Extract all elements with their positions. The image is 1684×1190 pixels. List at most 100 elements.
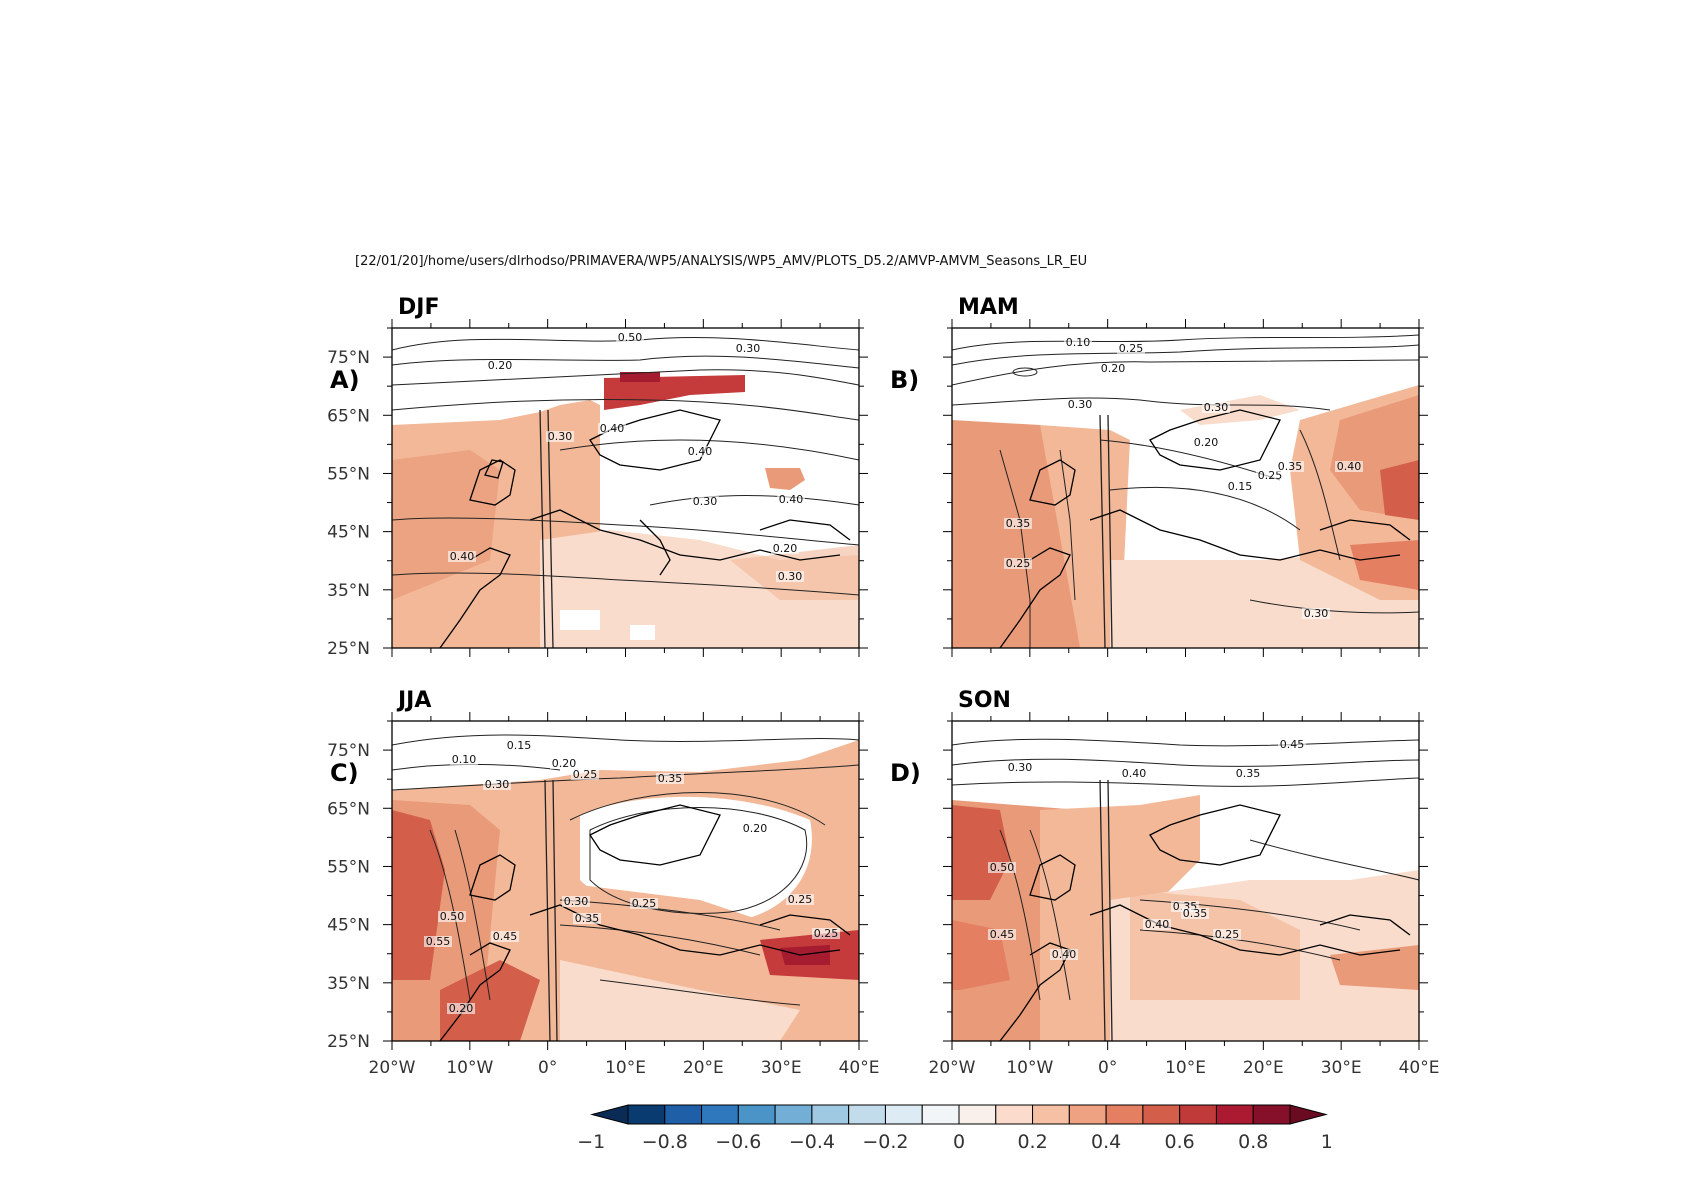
contour-label: 0.40 — [450, 550, 475, 563]
lat-tick-label: 25°N — [327, 1032, 370, 1052]
contour-label: 0.50 — [618, 331, 643, 344]
lon-tick-label: 0° — [1098, 1058, 1117, 1078]
contour-label: 0.35 — [1183, 907, 1208, 920]
contour-label-bg — [1006, 762, 1034, 773]
contour-label-bg — [656, 773, 684, 784]
contour-label-bg — [1234, 768, 1262, 779]
contour-label: 0.35 — [658, 772, 683, 785]
lon-tick-label: 0° — [538, 1058, 557, 1078]
panel-d-season: SON — [958, 688, 1011, 713]
panel-d-fill — [952, 721, 1419, 1041]
contour-label: 0.35 — [1278, 460, 1303, 473]
colorbar-tick-label: 1 — [1321, 1131, 1333, 1153]
panel-d-ticks — [943, 712, 1428, 1050]
contour-label-bg — [1202, 402, 1230, 413]
contour-label-bg — [1050, 949, 1078, 960]
contour-label-bg — [598, 423, 626, 434]
contour-label: 0.30 — [1304, 607, 1329, 620]
panel-d-coastlines — [999, 804, 1411, 1041]
panel-a-label: A) — [330, 366, 360, 394]
colorbar-bin — [995, 1104, 1034, 1125]
colorbar-bin — [1068, 1104, 1107, 1125]
contour-label: 0.30 — [1008, 761, 1033, 774]
lon-tick-label: 10°W — [1006, 1058, 1053, 1078]
contour-label: 0.40 — [688, 445, 713, 458]
lat-tick-label: 75°N — [327, 348, 370, 368]
panel-b — [943, 319, 1428, 657]
colorbar: −1 −0.8 −0.6 −0.4 −0.2 0 0.2 0.4 0.6 0.8 1 — [577, 1104, 1333, 1153]
contour-label: 0.25 — [1258, 469, 1283, 482]
colorbar-bin — [884, 1104, 923, 1125]
contour-label: 0.40 — [1122, 767, 1147, 780]
contour-label-bg — [1099, 363, 1127, 374]
contour-label: 0.15 — [1228, 480, 1253, 493]
lat-tick-label: 35°N — [327, 974, 370, 994]
contour-label-bg — [424, 936, 452, 947]
panel-c-label: C) — [330, 759, 359, 787]
colorbar-bin — [1105, 1104, 1144, 1125]
contour-label: 0.40 — [1052, 948, 1077, 961]
lat-tick-label: 35°N — [327, 581, 370, 601]
lon-tick-label: 10°E — [1165, 1058, 1206, 1078]
colorbar-bin — [701, 1104, 739, 1125]
contour-label: 0.25 — [573, 768, 598, 781]
contour-label-bg — [1213, 929, 1241, 940]
contour-label-bg — [1335, 461, 1363, 472]
contour-label-bg — [691, 496, 719, 507]
contour-label: 0.20 — [552, 757, 577, 770]
contour-label: 0.40 — [779, 493, 804, 506]
colorbar-bin — [958, 1104, 997, 1125]
contour-label: 0.25 — [814, 927, 839, 940]
lon-tick-label: 20°E — [683, 1058, 724, 1078]
colorbar-tick-label: −0.4 — [789, 1131, 835, 1153]
contour-label: 0.40 — [600, 422, 625, 435]
contour-label-bg — [483, 779, 511, 790]
panel-a — [383, 319, 868, 657]
contour-label-bg — [573, 913, 601, 924]
contour-label: 0.20 — [773, 542, 798, 555]
contour-label: 0.25 — [1119, 342, 1144, 355]
lon-tick-label: 30°E — [761, 1058, 802, 1078]
lon-tick-label: 40°E — [1399, 1058, 1440, 1078]
contour-label: 0.50 — [990, 861, 1015, 874]
colorbar-bin — [811, 1104, 850, 1125]
panel-d — [943, 712, 1428, 1050]
contour-label-bg — [1117, 343, 1145, 354]
contour-label-bg — [486, 360, 514, 371]
contour-label-bg — [1064, 337, 1092, 348]
contour-label: 0.35 — [575, 912, 600, 925]
lat-tick-label: 55°N — [327, 464, 370, 484]
lon-tick-label: 20°E — [1243, 1058, 1284, 1078]
contour-label-bg — [741, 823, 769, 834]
panel-b-ticks — [943, 319, 1428, 657]
contour-label-bg — [771, 543, 799, 554]
contour-label-bg — [812, 928, 840, 939]
contour-label-bg — [450, 754, 478, 765]
panel-c-coastlines — [439, 804, 851, 1041]
contour-label-bg — [1066, 399, 1094, 410]
contour-label: 0.30 — [548, 430, 573, 443]
file-path-header: [22/01/20]/home/users/dlrhodso/PRIMAVERA… — [355, 254, 1088, 269]
contour-label: 0.30 — [485, 778, 510, 791]
colorbar-bin — [627, 1104, 666, 1125]
contour-label-bg — [1192, 437, 1220, 448]
colorbar-tick-label: −1 — [577, 1131, 605, 1153]
contour-label: 0.35 — [1006, 517, 1031, 530]
colorbar-bin — [1252, 1104, 1291, 1125]
contour-label-bg — [1004, 518, 1032, 529]
contour-label: 0.25 — [632, 897, 657, 910]
lon-tick-label: 20°W — [929, 1058, 976, 1078]
contour-label-bg — [562, 896, 590, 907]
contour-label-bg — [988, 929, 1016, 940]
contour-label-bg — [1256, 470, 1284, 481]
contour-label-bg — [734, 343, 762, 354]
panel-a-fill — [392, 328, 859, 648]
contour-label-bg — [550, 758, 578, 769]
colorbar-bin — [1179, 1104, 1217, 1125]
contour-label: 0.35 — [1236, 767, 1261, 780]
panel-d-label: D) — [890, 759, 921, 787]
contour-label: 0.20 — [488, 359, 513, 372]
colorbar-bin — [774, 1104, 813, 1125]
panel-a-coastlines — [439, 409, 851, 648]
contour-label: 0.30 — [1204, 401, 1229, 414]
